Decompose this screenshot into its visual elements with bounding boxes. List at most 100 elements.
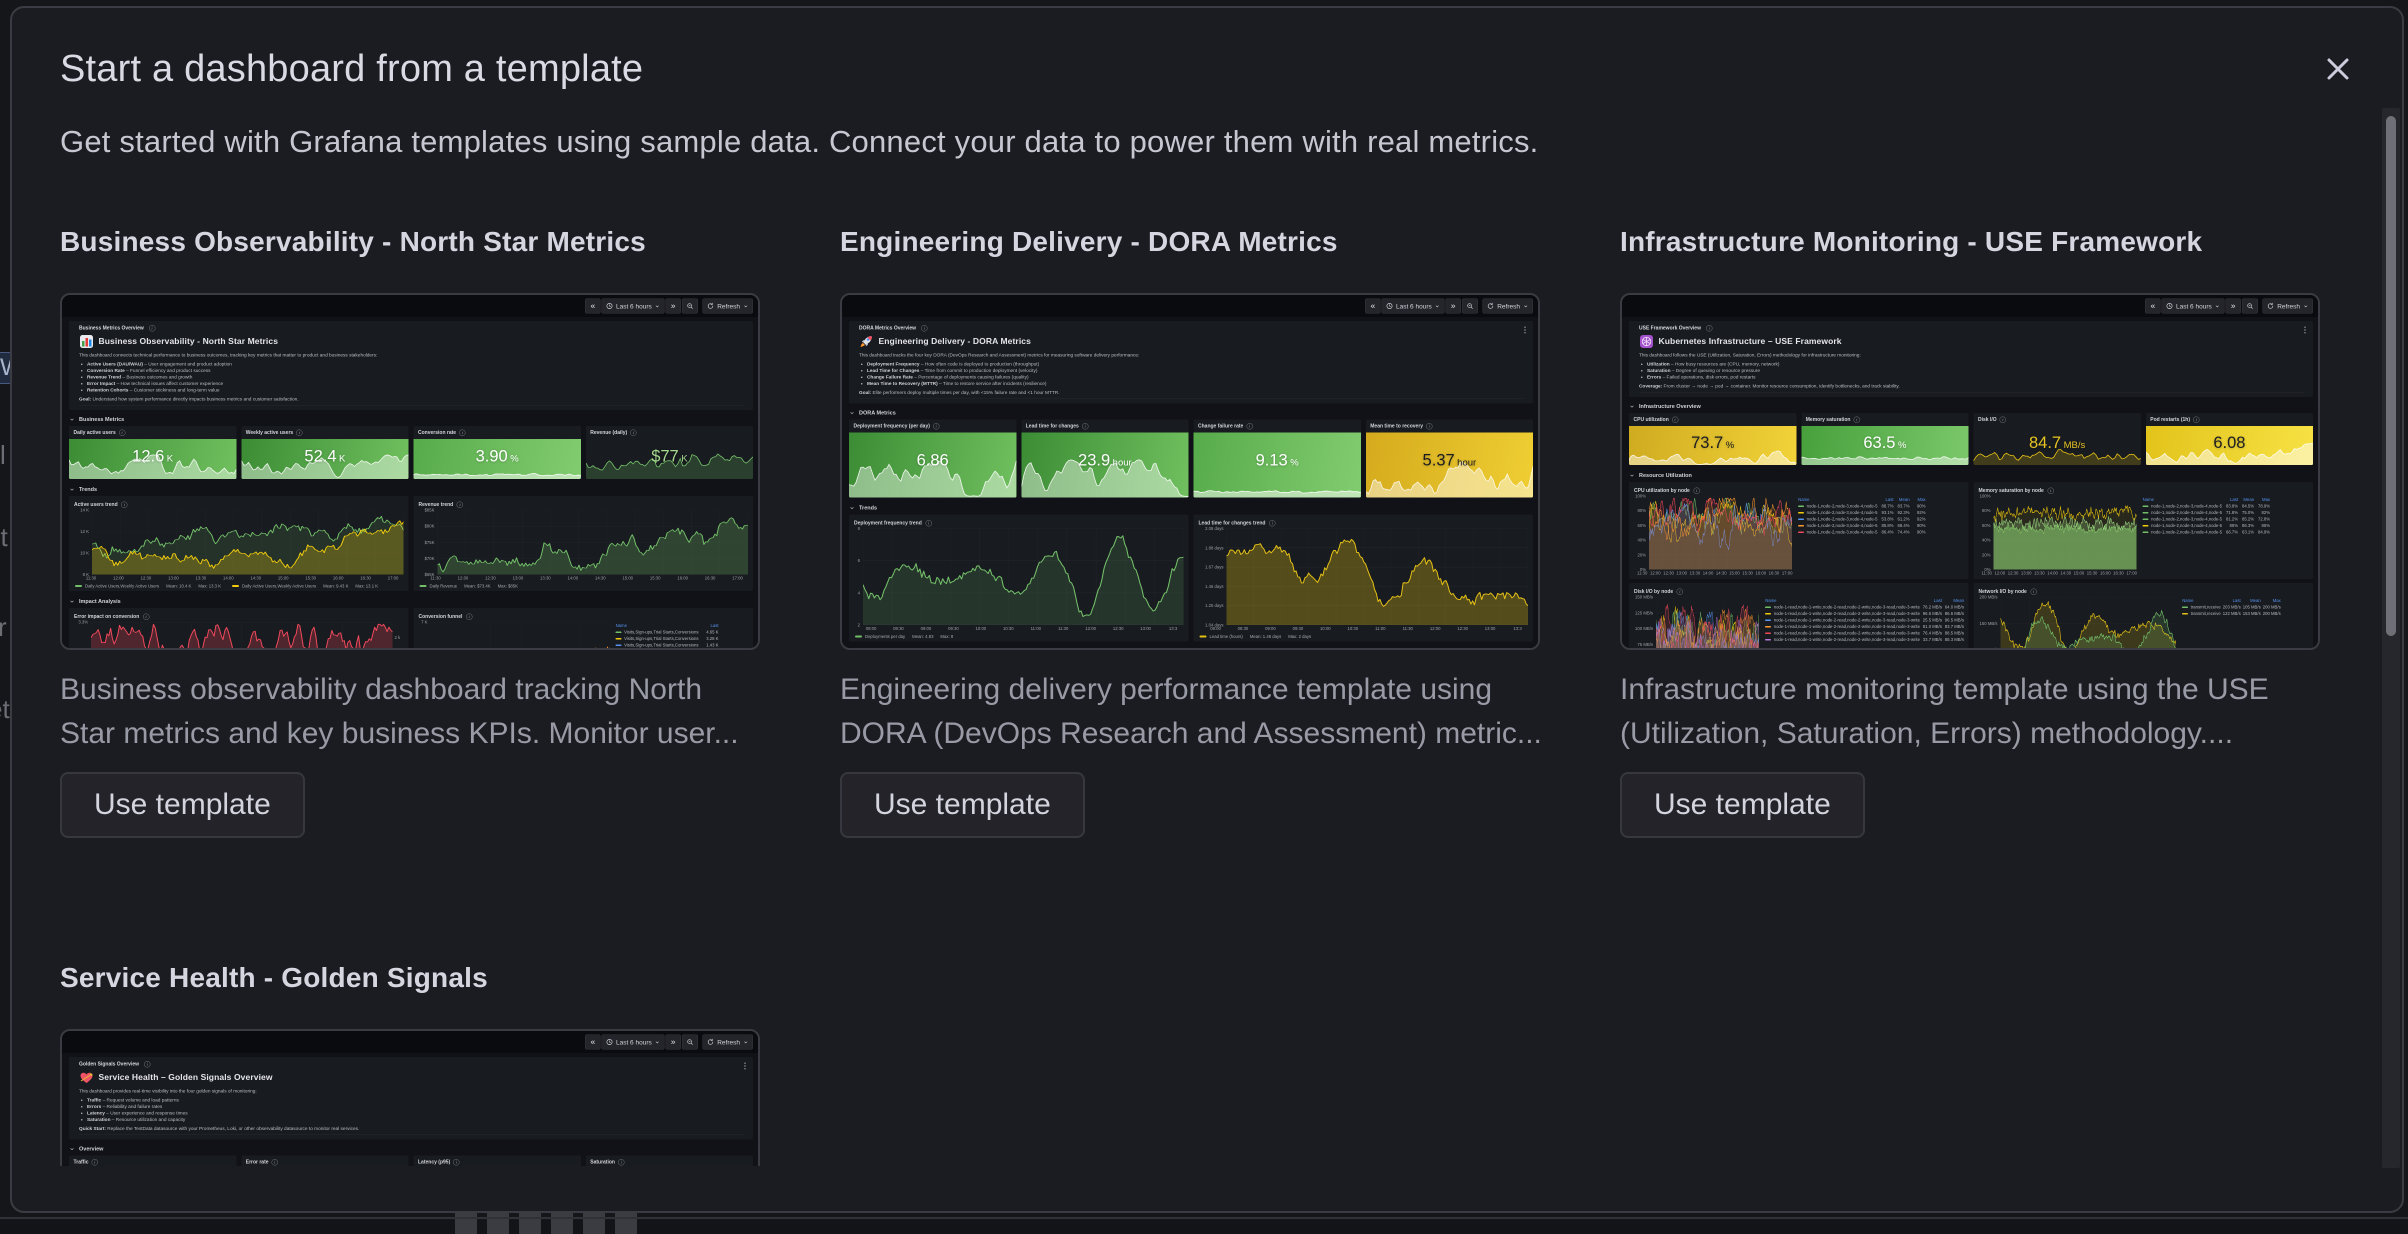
x-tick: 12:00 bbox=[1650, 571, 1661, 576]
close-icon[interactable] bbox=[2318, 50, 2358, 90]
stat-value-unit: hour bbox=[1113, 457, 1132, 468]
legend-mean: Mean: 4.83 bbox=[912, 634, 933, 639]
dashboard-intro: This dashboard connects technical perfor… bbox=[79, 353, 743, 359]
chevrons-right-icon bbox=[670, 303, 677, 310]
stat-value-number: $77 bbox=[651, 446, 679, 465]
series-name: node-1,node-2,node-3,node-4,node-5 bbox=[1807, 530, 1878, 535]
series-name: node-1-read,node-1-write,node-2-read,nod… bbox=[1774, 631, 1920, 636]
x-tick: 08:30 bbox=[1238, 626, 1249, 631]
x-tick: 14:00 bbox=[567, 576, 578, 581]
info-icon: i bbox=[1246, 423, 1253, 430]
x-tick: 13:30 bbox=[196, 576, 207, 581]
x-tick: 12:30 bbox=[1457, 626, 1468, 631]
use-template-button[interactable]: Use template bbox=[60, 772, 305, 838]
template-heading: Business Observability - North Star Metr… bbox=[60, 222, 760, 262]
row-section-header: Resource Utilization bbox=[1629, 469, 2313, 482]
time-range-label: Last 6 hours bbox=[1396, 302, 1432, 310]
series-name: node-1,node-2,node-3,node-4,node-5 bbox=[1807, 510, 1878, 515]
section-label: Overview bbox=[79, 1146, 103, 1152]
modal-subtitle: Get started with Grafana templates using… bbox=[60, 124, 2324, 160]
time-controls: Last 6 hours bbox=[585, 1035, 698, 1050]
y-axis: 100%80%60%40%20%0% bbox=[1634, 496, 1649, 570]
dashboard-title: Service Health – Golden Signals Overview bbox=[79, 1070, 743, 1085]
series-value: 63.1% bbox=[2238, 530, 2254, 535]
stat-panel-body: 6.08 bbox=[2146, 426, 2313, 465]
rocket-icon bbox=[859, 334, 874, 349]
x-tick: 08:00 bbox=[866, 626, 877, 631]
x-tick: 15:30 bbox=[650, 576, 661, 581]
series-value: 92.3% bbox=[1894, 510, 1910, 515]
stat-value-number: 5.37 bbox=[1423, 450, 1455, 469]
x-tick: 14:30 bbox=[2060, 571, 2071, 576]
x-tick: 11:30 bbox=[1058, 626, 1068, 631]
row-section-header: Overview bbox=[69, 1143, 753, 1156]
x-tick: 15:30 bbox=[305, 576, 316, 581]
y-axis: $85K$80K$75K$70K$65K bbox=[419, 510, 438, 575]
info-icon: i bbox=[1426, 423, 1433, 430]
x-tick: 11:30 bbox=[1982, 571, 1992, 576]
use-template-button[interactable]: Use template bbox=[1620, 772, 1865, 838]
series-name: node-1,node-2,node-3,node-4,node-5 bbox=[1807, 517, 1878, 522]
info-icon: i bbox=[144, 1061, 151, 1068]
y-tick: 80% bbox=[1982, 508, 1991, 513]
scrollbar[interactable] bbox=[2382, 108, 2400, 1168]
template-card: Business Observability - North Star Metr… bbox=[60, 222, 760, 838]
refresh-icon bbox=[2267, 303, 2274, 310]
stat-panel: Latency (p95)i bbox=[414, 1156, 581, 1167]
x-tick: 12:00 bbox=[458, 576, 469, 581]
refresh-button: Refresh bbox=[703, 299, 753, 314]
section-label: DORA Metrics bbox=[859, 410, 896, 416]
clock-icon bbox=[606, 1039, 613, 1046]
plot bbox=[2001, 597, 2177, 650]
kebab-icon bbox=[742, 1062, 748, 1073]
breadcrumb-label: USE Framework Overview bbox=[1639, 326, 1701, 332]
chevrons-right-icon bbox=[1450, 303, 1457, 310]
stat-value-unit: % bbox=[1726, 440, 1734, 451]
row-section-header: Trends bbox=[849, 502, 1533, 515]
series-value: 85.2% bbox=[2238, 517, 2254, 522]
time-controls: Last 6 hours bbox=[1365, 299, 1478, 314]
time-range-picker: Last 6 hours bbox=[601, 1035, 664, 1050]
legend-label: Daily Active Users,Weekly Active Users bbox=[85, 584, 159, 589]
refresh-button: Refresh bbox=[1483, 299, 1533, 314]
chevrons-right-icon bbox=[670, 1039, 677, 1046]
scrollbar-thumb[interactable] bbox=[2386, 116, 2396, 636]
y-tick: 6 bbox=[858, 558, 860, 563]
refresh-label: Refresh bbox=[1497, 302, 1520, 310]
series-value: 96.5 MB/s bbox=[1920, 611, 1942, 616]
y-tick: 100% bbox=[1635, 494, 1646, 499]
series-name: transmit,receive bbox=[2191, 611, 2221, 616]
x-tick: 09:30 bbox=[1293, 626, 1304, 631]
dashboard-title-text: Kubernetes Infrastructure – USE Framewor… bbox=[1659, 337, 1842, 347]
legend-dash bbox=[1798, 525, 1804, 527]
stat-value: 6.08 bbox=[2146, 433, 2313, 452]
row-section-header: Impact Analysis bbox=[69, 595, 753, 608]
stat-panel-title: Memory saturation bbox=[1806, 417, 1851, 423]
stat-value-number: 9.13 bbox=[1256, 450, 1288, 469]
time-range-picker: Last 6 hours bbox=[601, 299, 664, 314]
time-back-button bbox=[1365, 299, 1381, 314]
template-description-line: DORA (DevOps Research and Assessment) me… bbox=[840, 712, 1540, 756]
time-controls: Last 6 hours bbox=[2145, 299, 2258, 314]
info-icon: i bbox=[296, 429, 303, 436]
use-template-button[interactable]: Use template bbox=[840, 772, 1085, 838]
legend-max: Max: 13.3 K bbox=[198, 584, 221, 589]
